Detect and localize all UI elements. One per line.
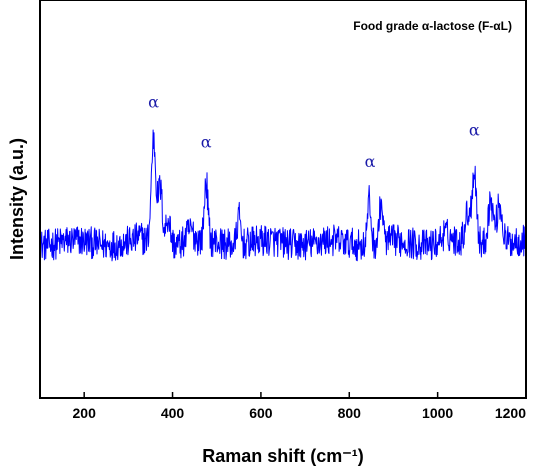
peak-alpha-label: α xyxy=(201,132,212,151)
series-layer xyxy=(40,129,526,262)
y-axis-title: Intensity (a.u.) xyxy=(7,138,27,260)
peak-annotations: α α α α xyxy=(148,92,480,171)
x-tick-label: 800 xyxy=(338,405,362,421)
x-tick-label: 1000 xyxy=(422,405,453,421)
plot-frame xyxy=(39,0,527,399)
x-tick-label: 200 xyxy=(73,405,97,421)
x-tick-label: 1200 xyxy=(495,405,526,421)
spectrum-line xyxy=(40,129,526,262)
x-axis-ticks: 200 400 600 800 1000 1200 xyxy=(73,392,527,421)
peak-alpha-label: α xyxy=(365,152,376,171)
x-axis-title: Raman shift (cm⁻¹) xyxy=(202,446,364,466)
legend-label: Food grade α-lactose (F-αL) xyxy=(353,19,512,33)
peak-alpha-label: α xyxy=(469,120,480,139)
x-tick-label: 600 xyxy=(249,405,273,421)
peak-alpha-label: α xyxy=(148,92,159,111)
x-tick-label: 400 xyxy=(161,405,185,421)
